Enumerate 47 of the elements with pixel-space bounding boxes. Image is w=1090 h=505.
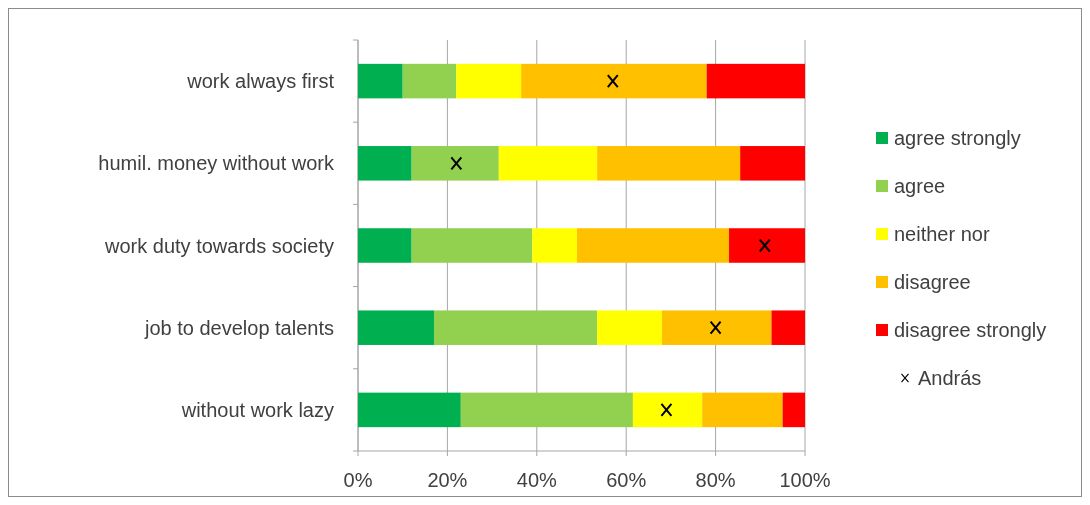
bar bbox=[532, 228, 578, 263]
bar bbox=[411, 146, 499, 181]
point bbox=[709, 320, 722, 335]
x-tick-label: 100% bbox=[779, 469, 831, 491]
bar bbox=[358, 228, 412, 263]
x-tick-label: 60% bbox=[606, 469, 647, 491]
bar bbox=[521, 63, 707, 99]
y-tick-label: without work lazy bbox=[180, 398, 334, 421]
bar bbox=[597, 146, 741, 181]
point bbox=[758, 238, 771, 253]
y-tick-label: work duty towards society bbox=[104, 234, 334, 257]
bar bbox=[433, 310, 598, 345]
legend-label: disagree bbox=[894, 271, 971, 293]
bar bbox=[706, 63, 805, 99]
bar bbox=[632, 392, 703, 428]
x-tick-label: 80% bbox=[695, 469, 736, 491]
bar bbox=[498, 146, 598, 181]
x-tick-label: 40% bbox=[516, 469, 558, 491]
legend-label: disagree strongly bbox=[894, 319, 1047, 341]
y-tick-label: job to develop talents bbox=[143, 316, 334, 339]
bar bbox=[577, 228, 730, 263]
y-tick-label: work always first bbox=[186, 70, 335, 93]
legend-label: agree bbox=[894, 175, 946, 197]
x-tick-label: 20% bbox=[427, 469, 468, 491]
y-tick-label: humil. money without work bbox=[98, 152, 335, 175]
bar bbox=[597, 310, 662, 345]
bar bbox=[358, 146, 412, 181]
bar bbox=[661, 310, 772, 345]
legend-label: András bbox=[918, 367, 982, 389]
bar bbox=[729, 228, 805, 263]
legend-label: neither nor bbox=[894, 223, 990, 245]
bar bbox=[402, 63, 457, 99]
bar bbox=[702, 392, 783, 428]
x-tick-label: 0% bbox=[343, 469, 373, 491]
bar bbox=[782, 392, 805, 428]
point bbox=[660, 402, 673, 417]
point bbox=[606, 74, 619, 89]
bar bbox=[358, 310, 434, 345]
bar bbox=[411, 228, 533, 263]
bar bbox=[358, 392, 461, 428]
bar bbox=[740, 146, 805, 181]
point bbox=[450, 156, 463, 171]
bar bbox=[358, 63, 403, 99]
bar bbox=[460, 392, 633, 428]
bar bbox=[771, 310, 805, 345]
legend-label: agree strongly bbox=[894, 127, 1021, 149]
bar bbox=[456, 63, 522, 99]
